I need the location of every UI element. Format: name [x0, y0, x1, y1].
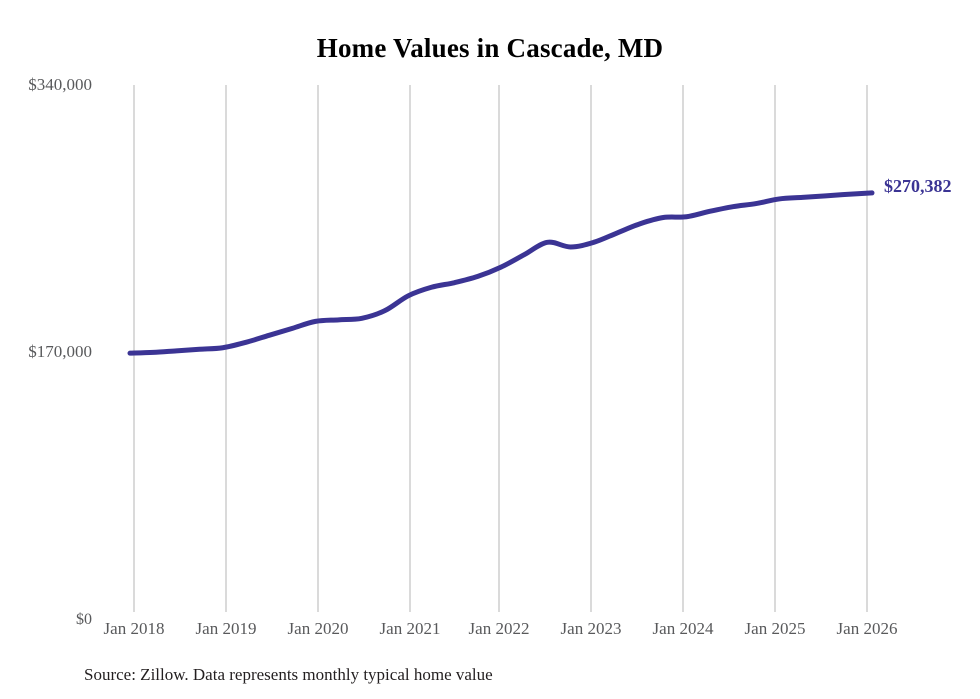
end-value-label: $270,382 [884, 176, 952, 196]
source-footnote: Source: Zillow. Data represents monthly … [84, 665, 493, 684]
chart-title: Home Values in Cascade, MD [316, 33, 664, 63]
x-axis-tick-jan-2020: Jan 2020 [287, 619, 349, 638]
home-value-line [127, 190, 875, 356]
x-gridlines [133, 85, 868, 612]
x-axis-tick-jan-2023: Jan 2023 [560, 619, 622, 638]
y-axis-tick-340000: $340,000 [28, 75, 92, 94]
y-axis-tick-0: $0 [76, 611, 92, 628]
x-axis-tick-jan-2022: Jan 2022 [468, 619, 530, 638]
y-axis-tick-170000: $170,000 [28, 342, 92, 361]
x-axis-tick-jan-2024: Jan 2024 [652, 619, 714, 638]
x-axis-tick-jan-2021: Jan 2021 [379, 619, 441, 638]
x-axis-tick-jan-2019: Jan 2019 [195, 619, 257, 638]
x-axis-tick-jan-2018: Jan 2018 [103, 619, 165, 638]
x-axis-tick-jan-2025: Jan 2025 [744, 619, 806, 638]
x-axis-tick-jan-2026: Jan 2026 [836, 619, 898, 638]
